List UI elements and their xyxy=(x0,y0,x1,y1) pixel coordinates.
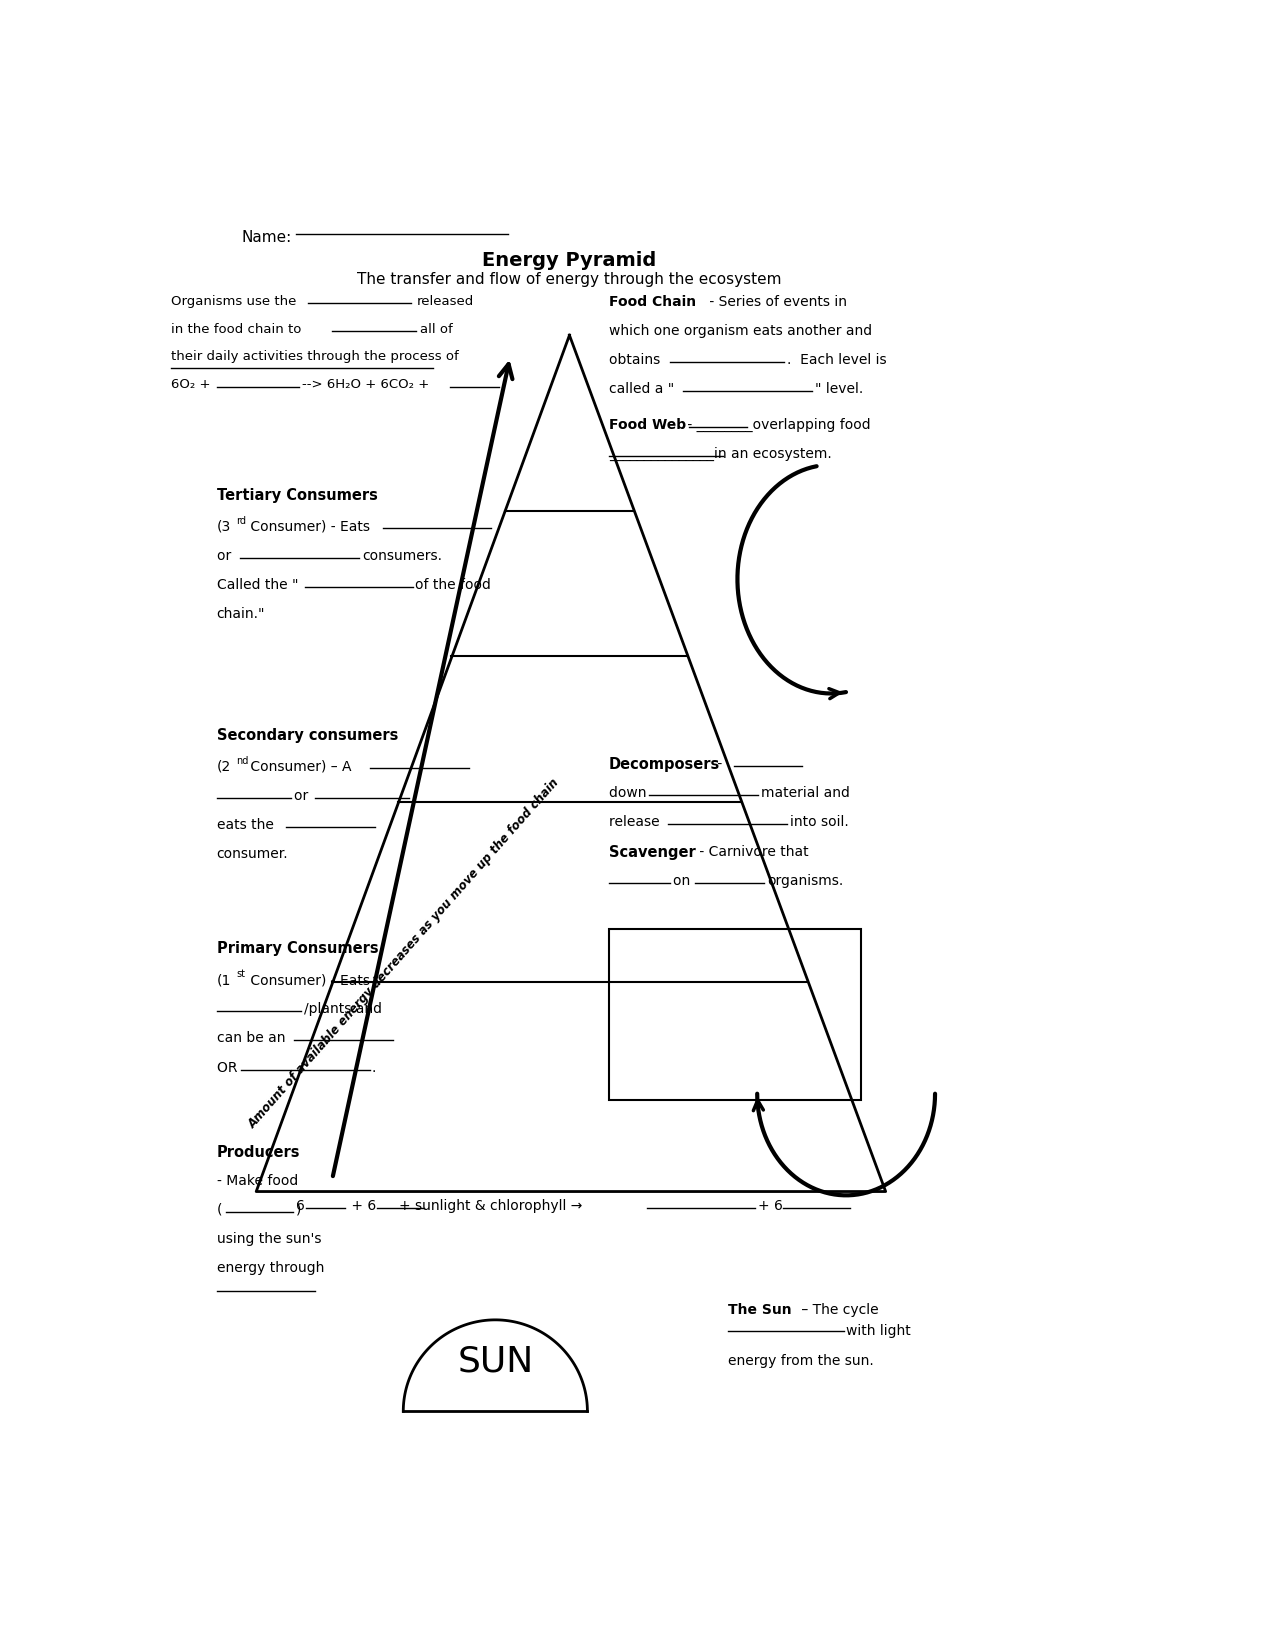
Text: 6: 6 xyxy=(296,1200,305,1213)
Text: energy from the sun.: energy from the sun. xyxy=(728,1355,873,1368)
Text: + 6: + 6 xyxy=(347,1200,376,1213)
Text: Organisms use the: Organisms use the xyxy=(171,295,301,307)
Text: Tertiary Consumers: Tertiary Consumers xyxy=(217,488,377,503)
Text: SUN: SUN xyxy=(458,1345,533,1378)
Text: (3: (3 xyxy=(217,520,231,533)
Text: release: release xyxy=(609,815,664,830)
Text: ): ) xyxy=(296,1203,301,1218)
Text: with light: with light xyxy=(847,1323,910,1338)
Text: - Series of events in: - Series of events in xyxy=(705,295,847,309)
Text: + sunlight & chlorophyll →: + sunlight & chlorophyll → xyxy=(399,1200,583,1213)
Text: using the sun's: using the sun's xyxy=(217,1233,321,1246)
Text: " level.: " level. xyxy=(815,383,863,396)
Text: rd: rd xyxy=(236,515,246,526)
Text: st: st xyxy=(236,969,246,978)
Text: obtains: obtains xyxy=(609,353,664,366)
Text: Food Web: Food Web xyxy=(609,417,686,432)
Text: 6O₂ +: 6O₂ + xyxy=(171,378,215,391)
Text: or: or xyxy=(217,549,236,563)
Text: /plants and: /plants and xyxy=(303,1002,381,1016)
Text: The Sun: The Sun xyxy=(728,1304,792,1317)
Text: + 6: + 6 xyxy=(759,1200,783,1213)
Text: --> 6H₂O + 6CO₂ +: --> 6H₂O + 6CO₂ + xyxy=(302,378,434,391)
Text: into soil.: into soil. xyxy=(789,815,849,830)
Text: their daily activities through the process of: their daily activities through the proce… xyxy=(171,350,459,363)
Text: Amount of available energy decreases as you move up the food chain: Amount of available energy decreases as … xyxy=(246,776,562,1130)
Text: released: released xyxy=(416,295,473,307)
Text: - Make food: - Make food xyxy=(217,1173,298,1188)
Text: Producers: Producers xyxy=(217,1145,300,1160)
Text: down: down xyxy=(609,787,650,800)
Text: Consumer) - Eats: Consumer) - Eats xyxy=(246,520,375,533)
Text: consumers.: consumers. xyxy=(362,549,442,563)
Text: The transfer and flow of energy through the ecosystem: The transfer and flow of energy through … xyxy=(357,272,782,287)
Text: - Carnivore that: - Carnivore that xyxy=(695,845,808,858)
Text: Consumer) - Eats: Consumer) - Eats xyxy=(246,974,370,987)
Text: in the food chain to: in the food chain to xyxy=(171,322,306,335)
Text: nd: nd xyxy=(236,756,249,766)
Text: organisms.: organisms. xyxy=(768,874,843,888)
Text: Name:: Name: xyxy=(241,229,292,244)
Text: (2: (2 xyxy=(217,759,231,774)
Text: or: or xyxy=(293,789,312,804)
Text: -: - xyxy=(713,757,727,771)
Text: OR: OR xyxy=(217,1061,241,1074)
Text: (1: (1 xyxy=(217,974,231,987)
Text: Energy Pyramid: Energy Pyramid xyxy=(482,251,657,271)
Text: all of: all of xyxy=(421,322,453,335)
Text: which one organism eats another and: which one organism eats another and xyxy=(609,323,872,338)
Text: on: on xyxy=(673,874,695,888)
Text: – The cycle: – The cycle xyxy=(797,1304,878,1317)
Text: .: . xyxy=(372,1061,376,1074)
Text: Secondary consumers: Secondary consumers xyxy=(217,728,398,742)
Text: called a ": called a " xyxy=(609,383,674,396)
Text: - ________overlapping food: - ________overlapping food xyxy=(683,417,871,432)
Text: of the food: of the food xyxy=(416,578,491,592)
Text: .  Each level is: . Each level is xyxy=(787,353,886,366)
Text: energy through: energy through xyxy=(217,1261,324,1275)
Text: Food Chain: Food Chain xyxy=(609,295,696,309)
Text: _______________in an ecosystem.: _______________in an ecosystem. xyxy=(609,447,831,460)
Bar xyxy=(609,929,861,1101)
Text: material and: material and xyxy=(761,787,850,800)
Text: can be an: can be an xyxy=(217,1031,289,1046)
Text: Decomposers: Decomposers xyxy=(609,757,720,772)
Text: eats the: eats the xyxy=(217,818,278,832)
Text: consumer.: consumer. xyxy=(217,846,288,861)
Text: Called the ": Called the " xyxy=(217,578,298,592)
Text: Scavenger: Scavenger xyxy=(609,845,696,860)
Text: (: ( xyxy=(217,1203,222,1218)
Text: chain.": chain." xyxy=(217,607,265,620)
Text: Primary Consumers: Primary Consumers xyxy=(217,940,379,957)
Text: Consumer) – A: Consumer) – A xyxy=(246,759,352,774)
